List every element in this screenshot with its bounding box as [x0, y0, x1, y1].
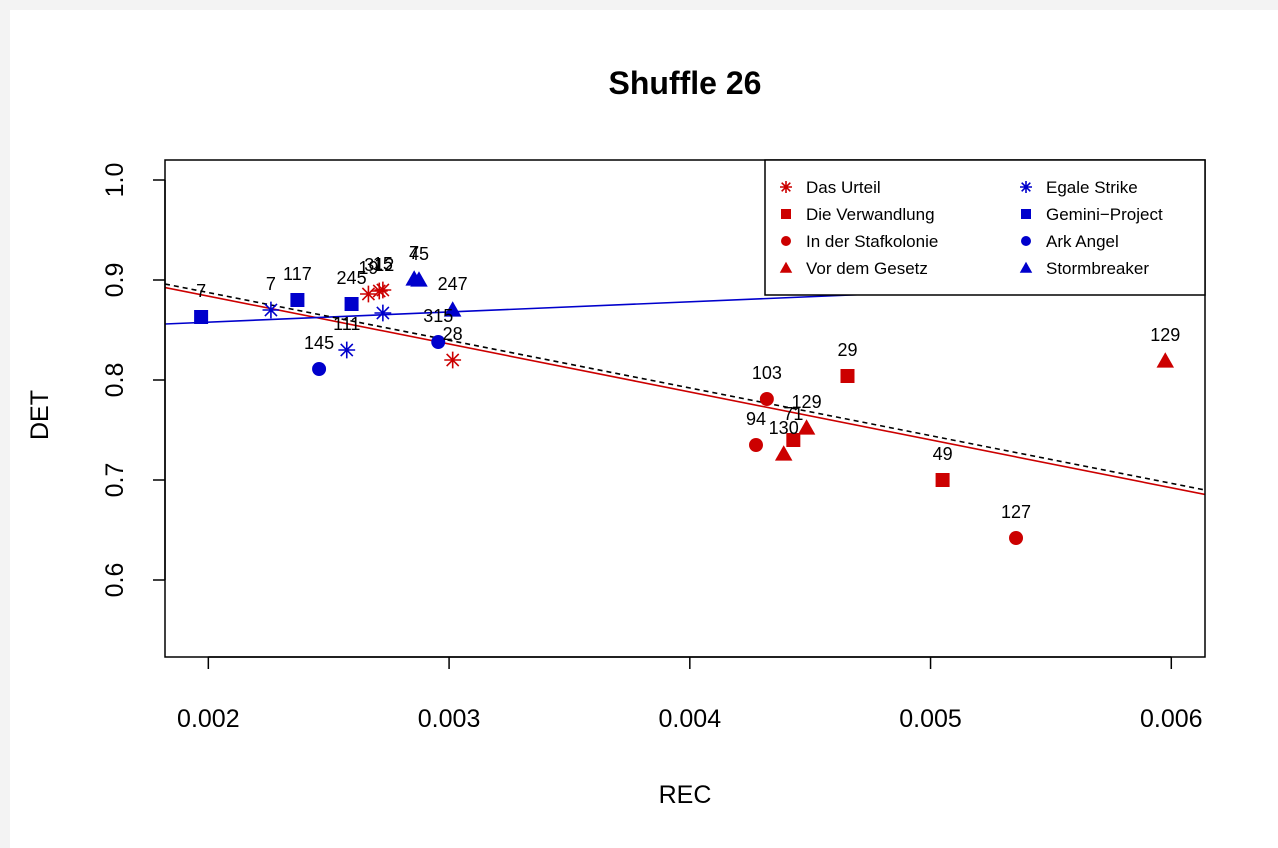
point-5-3 — [338, 341, 356, 359]
data-points — [194, 270, 1175, 545]
point-1-4 — [444, 351, 462, 369]
legend-label-6: Gemini−Project — [1046, 205, 1163, 224]
point-label-4-2: 130 — [769, 418, 799, 438]
point-label-2-2: 71 — [783, 404, 803, 424]
regression-line-3 — [165, 283, 1205, 491]
point-label-8-2: 45 — [409, 244, 429, 264]
y-axis-label: DET — [26, 390, 54, 440]
x-axis-label: REC — [659, 781, 712, 809]
x-tick-label-4: 0.005 — [899, 705, 962, 733]
point-6-2 — [290, 293, 305, 307]
point-label-7-2: 315 — [423, 306, 453, 326]
y-tick-label-2: 0.7 — [101, 463, 129, 498]
point-8-2 — [410, 271, 428, 287]
y-tick-label-5: 1.0 — [101, 163, 129, 198]
legend-marker-5 — [1020, 181, 1032, 193]
x-tick-label-2: 0.003 — [418, 705, 481, 733]
legend-label-1: Das Urteil — [806, 178, 881, 197]
point-label-3-3: 127 — [1001, 502, 1031, 522]
legend-marker-6 — [1021, 209, 1031, 219]
axes: 0.002 0.003 0.004 0.005 0.006 0.6 0.7 0.8 0.9 1.0 — [101, 159, 1206, 733]
point-label-8-1: 7 — [409, 243, 419, 263]
point-3-1 — [759, 392, 774, 406]
point-label-4-1: 129 — [792, 392, 822, 412]
legend-label-3: In der Stafkolonie — [806, 232, 938, 251]
regression-line-1 — [165, 286, 1205, 496]
point-label-7-1: 145 — [304, 333, 334, 353]
scatter-chart: Shuffle 26 REC DET 191531228297149103941… — [26, 65, 1206, 809]
point-5-2 — [374, 304, 392, 322]
point-label-6-2: 117 — [283, 264, 312, 284]
regression-lines — [165, 279, 1205, 496]
point-label-1-3: 312 — [364, 255, 394, 275]
point-label-3-1: 103 — [752, 363, 782, 383]
point-4-2 — [774, 445, 793, 461]
x-tick-label-3: 0.004 — [659, 705, 722, 733]
x-tick-label-5: 0.006 — [1140, 705, 1203, 733]
point-1-1 — [360, 285, 377, 303]
point-3-2 — [749, 438, 764, 452]
y-tick-label-4: 0.9 — [101, 263, 129, 298]
point-7-2 — [431, 335, 446, 349]
legend-label-7: Ark Angel — [1046, 232, 1119, 251]
point-2-1 — [840, 369, 855, 383]
legend-label-2: Die Verwandlung — [806, 205, 935, 224]
point-5-1 — [262, 301, 280, 319]
point-1-2 — [374, 281, 392, 299]
legend-marker-2 — [781, 209, 791, 219]
legend-marker-7 — [1021, 236, 1031, 246]
legend-label-8: Stormbreaker — [1046, 259, 1149, 278]
point-6-3 — [344, 297, 359, 311]
legend-label-5: Egale Strike — [1046, 178, 1138, 197]
legend: Das Urteil Die Verwandlung In der Stafkolo… — [764, 159, 1206, 296]
point-label-3-2: 94 — [746, 409, 766, 429]
legend-marker-8 — [1019, 261, 1033, 273]
point-label-1-2: 15 — [373, 254, 393, 274]
point-2-3 — [935, 473, 950, 487]
point-7-1 — [312, 362, 327, 376]
point-2-2 — [786, 433, 801, 447]
point-label-5-1: 7 — [266, 274, 276, 294]
point-4-3 — [1156, 352, 1175, 368]
plot-frame: Shuffle 26 REC DET 19 15 312 28 29 71 49 103 94 1… — [10, 10, 1278, 848]
point-label-6-3: 245 — [337, 268, 367, 288]
point-6-1 — [194, 310, 209, 324]
point-4-1 — [797, 419, 816, 435]
point-8-3 — [443, 301, 462, 317]
legend-marker-3 — [781, 236, 791, 246]
point-3-3 — [1009, 531, 1024, 545]
point-label-5-3: 111 — [333, 314, 360, 334]
y-tick-label-1: 0.6 — [101, 563, 129, 598]
point-label-8-3: 247 — [438, 274, 468, 294]
legend-marker-4 — [779, 261, 793, 273]
point-label-4-3: 129 — [1150, 325, 1180, 345]
y-tick-label-3: 0.8 — [101, 363, 129, 398]
x-tick-label-1: 0.002 — [177, 705, 240, 733]
chart-title: Shuffle 26 — [609, 65, 762, 101]
legend-box — [764, 159, 1206, 296]
point-label-1-1: 19 — [358, 258, 378, 278]
point-1-3 — [370, 282, 388, 300]
point-label-1-4: 28 — [443, 324, 463, 344]
legend-marker-1 — [780, 181, 792, 193]
legend-label-4: Vor dem Gesetz — [806, 259, 928, 278]
point-label-2-3: 49 — [933, 444, 953, 464]
point-label-2-1: 29 — [837, 340, 857, 360]
point-label-6-1: 7 — [196, 281, 206, 301]
